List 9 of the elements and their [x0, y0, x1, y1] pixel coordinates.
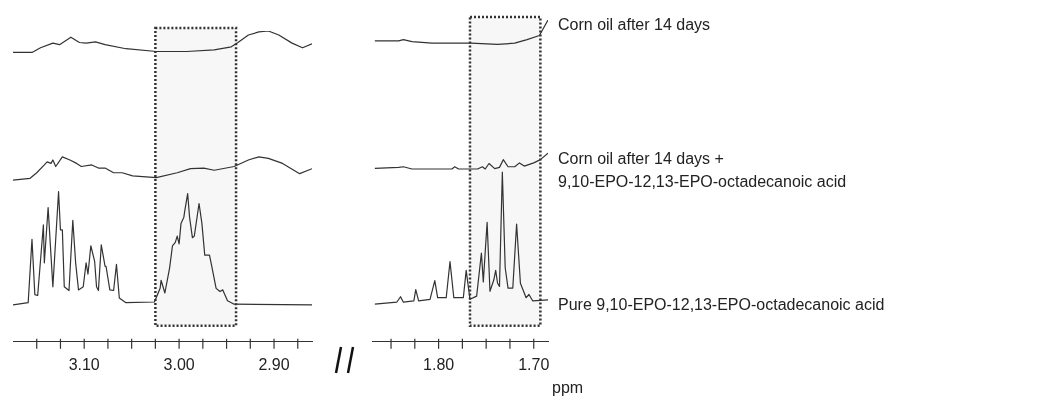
x-tick-label: 3.10	[68, 355, 100, 373]
x-axis-title: ppm	[552, 379, 584, 397]
x-tick-label: 1.70	[518, 355, 550, 373]
x-tick-label: 3.00	[163, 355, 195, 373]
x-tick-label: 1.80	[423, 355, 455, 373]
series-label: Corn oil after 14 days + 9,10-EPO-12,13-EPO-octadecanoic acid	[558, 149, 847, 190]
x-tick-label: 2.90	[258, 355, 290, 373]
series-label: Pure 9,10-EPO-12,13-EPO-octadecanoic acid	[558, 296, 885, 314]
series-label: Corn oil after 14 days	[558, 16, 711, 34]
